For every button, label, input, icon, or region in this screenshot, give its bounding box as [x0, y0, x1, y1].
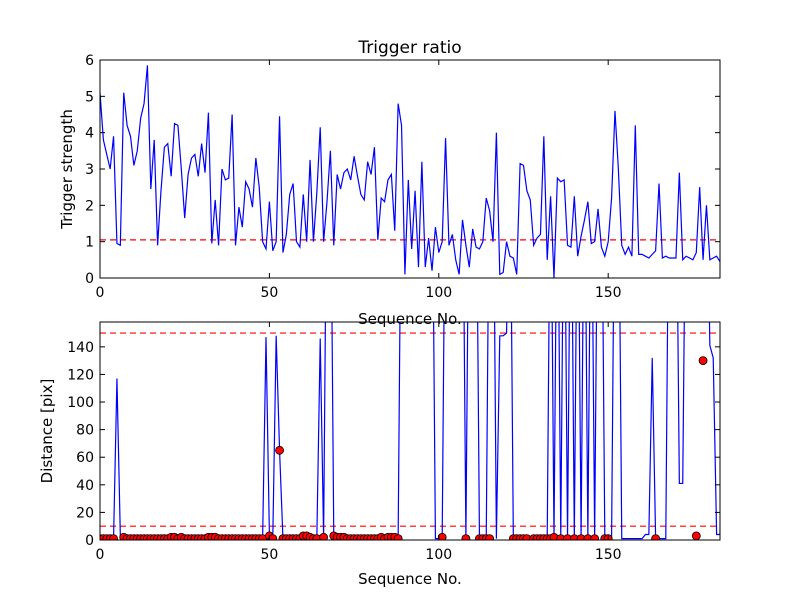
data-point	[319, 532, 329, 540]
data-point	[691, 531, 701, 540]
data-point	[461, 534, 471, 540]
x-tick-label: 50	[260, 285, 278, 301]
x-tick-label: 150	[595, 285, 622, 301]
y-tick-label: 6	[85, 53, 94, 69]
y-tick-label: 4	[85, 126, 94, 142]
x-axis-label: Sequence No.	[358, 570, 462, 588]
y-tick-label: 1	[85, 235, 94, 251]
data-point	[268, 534, 278, 540]
x-tick-label: 0	[96, 547, 105, 563]
series-layer	[100, 65, 720, 278]
data-point	[275, 445, 284, 455]
plot-area	[100, 65, 720, 278]
plot-area	[100, 322, 720, 540]
x-tick-label: 100	[425, 547, 452, 563]
y-tick-label: 20	[76, 505, 94, 521]
y-tick-label: 40	[76, 478, 94, 494]
data-point	[698, 356, 708, 366]
y-tick-label: 0	[85, 271, 94, 287]
y-tick-label: 140	[67, 340, 94, 356]
y-axis-label: Distance [pix]	[38, 379, 56, 484]
y-tick-label: 3	[85, 162, 94, 178]
data-point	[651, 534, 661, 540]
series-line	[100, 322, 720, 540]
y-tick-label: 5	[85, 89, 94, 105]
chart-title: Trigger ratio	[357, 38, 461, 58]
tick-layer: 0 50 100 150 0 20 40 60 80 100 120 140	[67, 322, 720, 563]
y-tick-label: 2	[85, 198, 94, 214]
x-tick-label: 0	[96, 285, 105, 301]
y-axis-label: Trigger strength	[58, 109, 76, 230]
data-point	[109, 534, 118, 540]
plot-frame	[99, 59, 721, 279]
x-tick-label: 50	[260, 547, 278, 563]
trigger-ratio-chart: Trigger ratio 0 50 100 150 0 1 2 3 4 5 6 Sequence …	[58, 38, 721, 328]
y-tick-label: 0	[85, 533, 94, 549]
y-tick-label: 120	[67, 367, 94, 383]
x-tick-label: 150	[595, 547, 622, 563]
data-point	[437, 532, 447, 540]
series-line	[100, 65, 720, 278]
tick-layer: 0 50 100 150 0 1 2 3 4 5 6	[85, 53, 720, 301]
y-tick-label: 60	[76, 450, 94, 466]
data-point	[485, 534, 495, 540]
x-axis-label: Sequence No.	[358, 310, 462, 328]
distance-chart: 0 50 100 150 0 20 40 60 80 100 120 140 Sequence No.…	[38, 321, 721, 588]
x-tick-label: 100	[425, 285, 452, 301]
data-point	[393, 534, 403, 540]
series-layer	[100, 322, 720, 540]
y-tick-label: 80	[76, 423, 94, 439]
data-point	[590, 534, 600, 540]
y-tick-label: 100	[67, 395, 94, 411]
plot-frame	[99, 321, 721, 541]
